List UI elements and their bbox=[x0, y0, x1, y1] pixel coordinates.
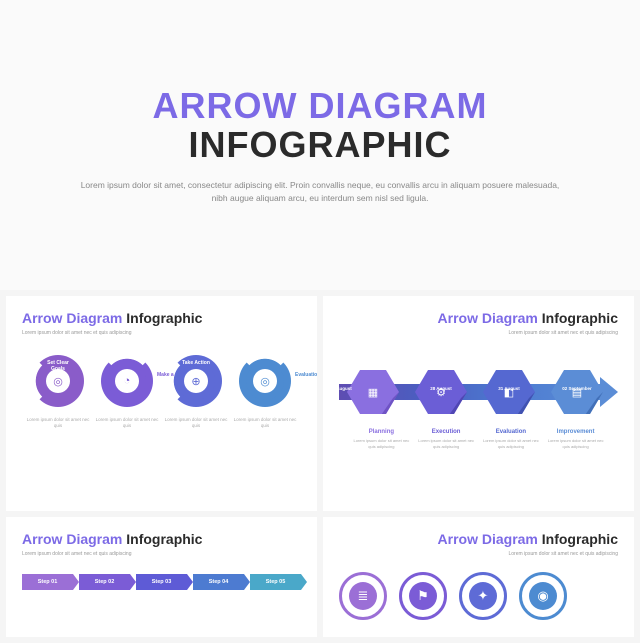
hero-title-line2: INFOGRAPHIC bbox=[153, 125, 488, 165]
phase-item: Evaluation Lorem ipsum dolor sit amet nec… bbox=[481, 429, 541, 449]
phase-item: Planning Lorem ipsum dolor sit amet nec q… bbox=[351, 429, 411, 449]
hex-date: 28 August bbox=[421, 386, 461, 391]
hero-title-line1: ARROW DIAGRAM bbox=[153, 86, 488, 126]
phase-title: Planning bbox=[351, 429, 411, 435]
title-dark: Infographic bbox=[538, 531, 618, 547]
phase-desc: Lorem ipsum dolor sit amet nec quis adip… bbox=[481, 438, 541, 449]
hero-title: ARROW DIAGRAM INFOGRAPHIC bbox=[153, 86, 488, 165]
loop-desc: Lorem ipsum dolor sit amet nec quis bbox=[95, 417, 159, 430]
step-box: Step 03 bbox=[136, 574, 187, 590]
circle-icon: ◉ bbox=[529, 582, 557, 610]
circle-node: ◉ bbox=[519, 572, 567, 620]
step-box: Step 01 bbox=[22, 574, 73, 590]
slide-steps: Arrow Diagram Infographic Lorem ipsum do… bbox=[6, 517, 317, 637]
loop-item: Set Clear Goals◎Lorem ipsum dolor sit am… bbox=[26, 355, 90, 430]
slide-circles: Arrow Diagram Infographic Lorem ipsum do… bbox=[323, 517, 634, 637]
hero-slide: ARROW DIAGRAM INFOGRAPHIC Lorem ipsum do… bbox=[0, 0, 640, 290]
title-accent: Arrow Diagram bbox=[22, 310, 122, 326]
slide-subtitle: Lorem ipsum dolor sit amet nec et quis a… bbox=[458, 551, 618, 558]
loop-label: Take Action bbox=[178, 361, 214, 367]
hex-node: 28 August⚙ bbox=[415, 370, 467, 414]
loop-label: Set Clear Goals bbox=[40, 361, 76, 372]
phase-desc: Lorem ipsum dolor sit amet nec quis adip… bbox=[416, 438, 476, 449]
hex-icon: ▦ bbox=[368, 386, 378, 399]
circle-node: ≣ bbox=[339, 572, 387, 620]
slide-subtitle: Lorem ipsum dolor sit amet nec et quis a… bbox=[22, 551, 182, 558]
title-dark: Infographic bbox=[122, 531, 202, 547]
loop-desc: Lorem ipsum dolor sit amet nec quis bbox=[164, 417, 228, 430]
title-accent: Arrow Diagram bbox=[438, 531, 538, 547]
phase-title: Improvement bbox=[546, 429, 606, 435]
title-accent: Arrow Diagram bbox=[22, 531, 122, 547]
hex-date: 31 August bbox=[489, 386, 529, 391]
hex-node: 25 August▦ bbox=[347, 370, 399, 414]
phase-item: Execution Lorem ipsum dolor sit amet nec … bbox=[416, 429, 476, 449]
slide-subtitle: Lorem ipsum dolor sit amet nec et quis a… bbox=[458, 330, 618, 337]
loop-item: ◔Make a PlanLorem ipsum dolor sit amet n… bbox=[95, 355, 159, 430]
slide-subtitle: Lorem ipsum dolor sit amet nec et quis a… bbox=[22, 330, 182, 337]
slide-grid: Arrow Diagram Infographic Lorem ipsum do… bbox=[0, 290, 640, 643]
phase-title: Execution bbox=[416, 429, 476, 435]
step-row: Step 01 Step 02 Step 03 Step 04 Step 05 bbox=[22, 574, 301, 590]
phase-desc: Lorem ipsum dolor sit amet nec quis adip… bbox=[351, 438, 411, 449]
phase-row: Planning Lorem ipsum dolor sit amet nec q… bbox=[339, 429, 618, 449]
circle-icon: ≣ bbox=[349, 582, 377, 610]
slide-title: Arrow Diagram Infographic bbox=[22, 531, 301, 547]
circle-icon: ✦ bbox=[469, 582, 497, 610]
hero-subtitle: Lorem ipsum dolor sit amet, consectetur … bbox=[80, 179, 560, 205]
circle-node: ⚑ bbox=[399, 572, 447, 620]
phase-desc: Lorem ipsum dolor sit amet nec quis adip… bbox=[546, 438, 606, 449]
hex-date: 25 August bbox=[323, 386, 361, 391]
step-box: Step 02 bbox=[79, 574, 130, 590]
title-dark: Infographic bbox=[122, 310, 202, 326]
loop-desc: Lorem ipsum dolor sit amet nec quis bbox=[26, 417, 90, 430]
hex-row: 25 August▦ 28 August⚙ 31 August◧ 02 Septemb… bbox=[339, 369, 618, 415]
phase-title: Evaluation bbox=[481, 429, 541, 435]
step-box: Step 05 bbox=[250, 574, 301, 590]
hex-node: 31 August◧ bbox=[483, 370, 535, 414]
title-dark: Infographic bbox=[538, 310, 618, 326]
loop-item: ◎EvaluationLorem ipsum dolor sit amet ne… bbox=[233, 355, 297, 430]
hex-date: 02 September bbox=[557, 386, 597, 391]
circle-icon: ⚑ bbox=[409, 582, 437, 610]
circle-row: ≣ ⚑ ✦ ◉ bbox=[339, 572, 618, 620]
hex-arrow: 25 August▦ 28 August⚙ 31 August◧ 02 Septemb… bbox=[339, 369, 618, 415]
loop-row: Set Clear Goals◎Lorem ipsum dolor sit am… bbox=[22, 355, 301, 430]
loop-item: Take Action⊕Lorem ipsum dolor sit amet n… bbox=[164, 355, 228, 430]
loop-side-label: Evaluation bbox=[295, 373, 317, 379]
title-accent: Arrow Diagram bbox=[438, 310, 538, 326]
step-box: Step 04 bbox=[193, 574, 244, 590]
hex-node: 02 September▤ bbox=[551, 370, 603, 414]
slide-title: Arrow Diagram Infographic bbox=[22, 310, 301, 326]
slide-title: Arrow Diagram Infographic bbox=[339, 310, 618, 326]
phase-item: Improvement Lorem ipsum dolor sit amet ne… bbox=[546, 429, 606, 449]
loop-desc: Lorem ipsum dolor sit amet nec quis bbox=[233, 417, 297, 430]
slide-title: Arrow Diagram Infographic bbox=[339, 531, 618, 547]
circle-node: ✦ bbox=[459, 572, 507, 620]
slide-hex-timeline: Arrow Diagram Infographic Lorem ipsum do… bbox=[323, 296, 634, 511]
slide-loops: Arrow Diagram Infographic Lorem ipsum do… bbox=[6, 296, 317, 511]
